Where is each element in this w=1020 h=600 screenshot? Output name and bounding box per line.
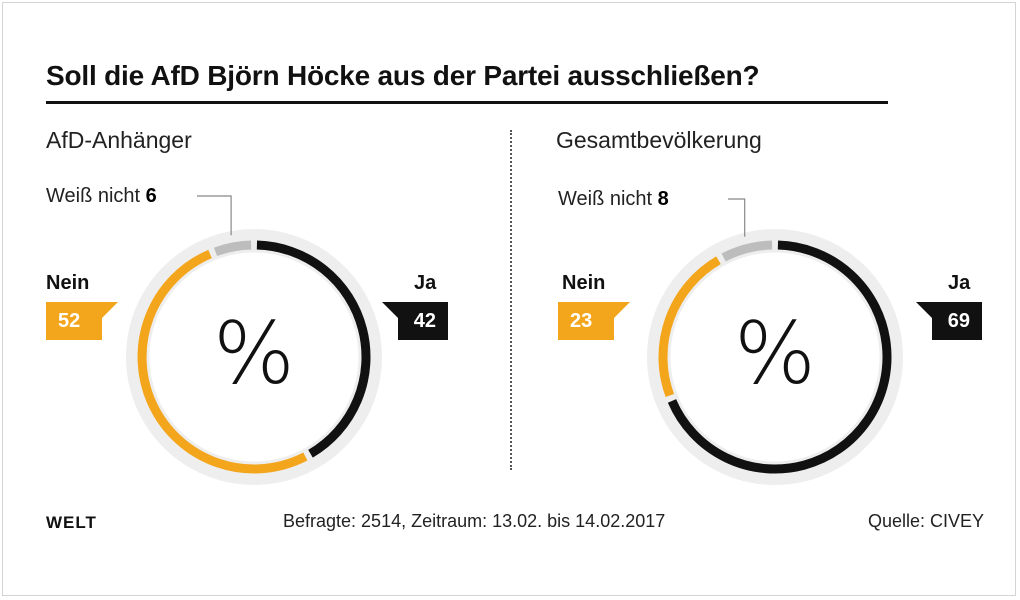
nein-label-gesamt: Nein xyxy=(562,272,606,294)
source-note: Quelle: CIVEY xyxy=(867,511,984,531)
weiss-nicht-value: 8 xyxy=(657,188,669,210)
weiss-nicht-text: Weiß nicht xyxy=(46,185,141,207)
donut-segment-weiss-nicht xyxy=(721,240,773,262)
panel-title-gesamt: Gesamtbevölkerung xyxy=(556,127,762,153)
weiss-nicht-label-afd: Weiß nicht 6 xyxy=(46,185,157,208)
weiss-nicht-value: 6 xyxy=(145,185,157,207)
welt-logo: WELT xyxy=(46,513,97,532)
panel-title-afd: AfD-Anhänger xyxy=(46,127,192,153)
panel-divider xyxy=(510,130,512,470)
ja-label-afd: Ja xyxy=(414,272,437,294)
donut-inner-hole xyxy=(149,252,359,462)
percent-symbol: % xyxy=(213,304,295,404)
donut-segment-ja xyxy=(667,240,892,474)
chart-title: Soll die AfD Björn Höcke aus der Partei … xyxy=(46,60,760,91)
nein-value-tag-gesamt: 23 xyxy=(558,302,630,340)
ja-value-tag-gesamt: 69 xyxy=(916,302,982,340)
nein-label-afd: Nein xyxy=(46,272,90,294)
survey-note: Befragte: 2514, Zeitraum: 13.02. bis 14.… xyxy=(283,511,666,531)
ja-value-tag-afd: 42 xyxy=(382,302,448,340)
nein-value-tag-afd: 52 xyxy=(46,302,118,340)
percent-symbol: % xyxy=(734,304,816,404)
weiss-nicht-leader-line xyxy=(197,195,232,236)
donut-segment-ja xyxy=(256,240,371,458)
title-underline xyxy=(46,101,888,104)
donut-segment-nein xyxy=(658,256,721,398)
weiss-nicht-text: Weiß nicht xyxy=(558,188,653,210)
ja-label-gesamt: Ja xyxy=(948,272,971,294)
donut-inner-hole xyxy=(670,252,880,462)
donut-segment-nein xyxy=(137,249,308,474)
weiss-nicht-label-gesamt: Weiß nicht 8 xyxy=(558,188,669,211)
weiss-nicht-leader-line xyxy=(728,198,746,237)
donut-segment-weiss-nicht xyxy=(213,240,252,257)
